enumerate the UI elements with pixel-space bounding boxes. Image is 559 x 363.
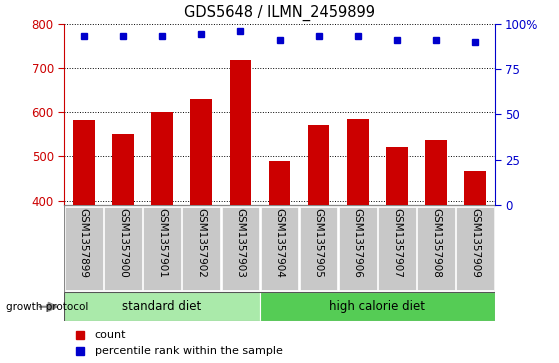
Bar bbox=[269, 161, 290, 205]
Bar bbox=[143, 207, 181, 290]
Bar bbox=[425, 140, 447, 205]
Bar bbox=[456, 207, 494, 290]
Bar bbox=[260, 207, 299, 290]
Title: GDS5648 / ILMN_2459899: GDS5648 / ILMN_2459899 bbox=[184, 5, 375, 21]
Text: growth protocol: growth protocol bbox=[6, 302, 88, 312]
Text: GSM1357901: GSM1357901 bbox=[157, 208, 167, 278]
Text: GSM1357904: GSM1357904 bbox=[274, 208, 285, 278]
Text: GSM1357906: GSM1357906 bbox=[353, 208, 363, 278]
Bar bbox=[386, 147, 408, 205]
Text: GSM1357899: GSM1357899 bbox=[79, 208, 89, 278]
Bar bbox=[417, 207, 455, 290]
Bar bbox=[64, 292, 260, 321]
Text: standard diet: standard diet bbox=[122, 300, 202, 313]
Text: GSM1357900: GSM1357900 bbox=[118, 208, 128, 277]
Bar bbox=[230, 60, 251, 205]
Text: GSM1357905: GSM1357905 bbox=[314, 208, 324, 278]
Bar bbox=[378, 207, 416, 290]
Bar bbox=[465, 171, 486, 205]
Bar bbox=[182, 207, 220, 290]
Bar bbox=[112, 134, 134, 205]
Bar bbox=[300, 207, 338, 290]
Text: high calorie diet: high calorie diet bbox=[329, 300, 425, 313]
Bar bbox=[339, 207, 377, 290]
Bar bbox=[191, 99, 212, 205]
Bar bbox=[73, 120, 94, 205]
Bar bbox=[260, 292, 495, 321]
Bar bbox=[308, 125, 329, 205]
Bar bbox=[221, 207, 259, 290]
Text: GSM1357903: GSM1357903 bbox=[235, 208, 245, 278]
Text: percentile rank within the sample: percentile rank within the sample bbox=[95, 346, 283, 356]
Text: count: count bbox=[95, 330, 126, 340]
Text: GSM1357902: GSM1357902 bbox=[196, 208, 206, 278]
Bar bbox=[104, 207, 142, 290]
Bar bbox=[151, 112, 173, 205]
Text: GSM1357909: GSM1357909 bbox=[470, 208, 480, 278]
Bar bbox=[347, 119, 368, 205]
Text: GSM1357907: GSM1357907 bbox=[392, 208, 402, 278]
Text: GSM1357908: GSM1357908 bbox=[431, 208, 441, 278]
Bar bbox=[65, 207, 103, 290]
